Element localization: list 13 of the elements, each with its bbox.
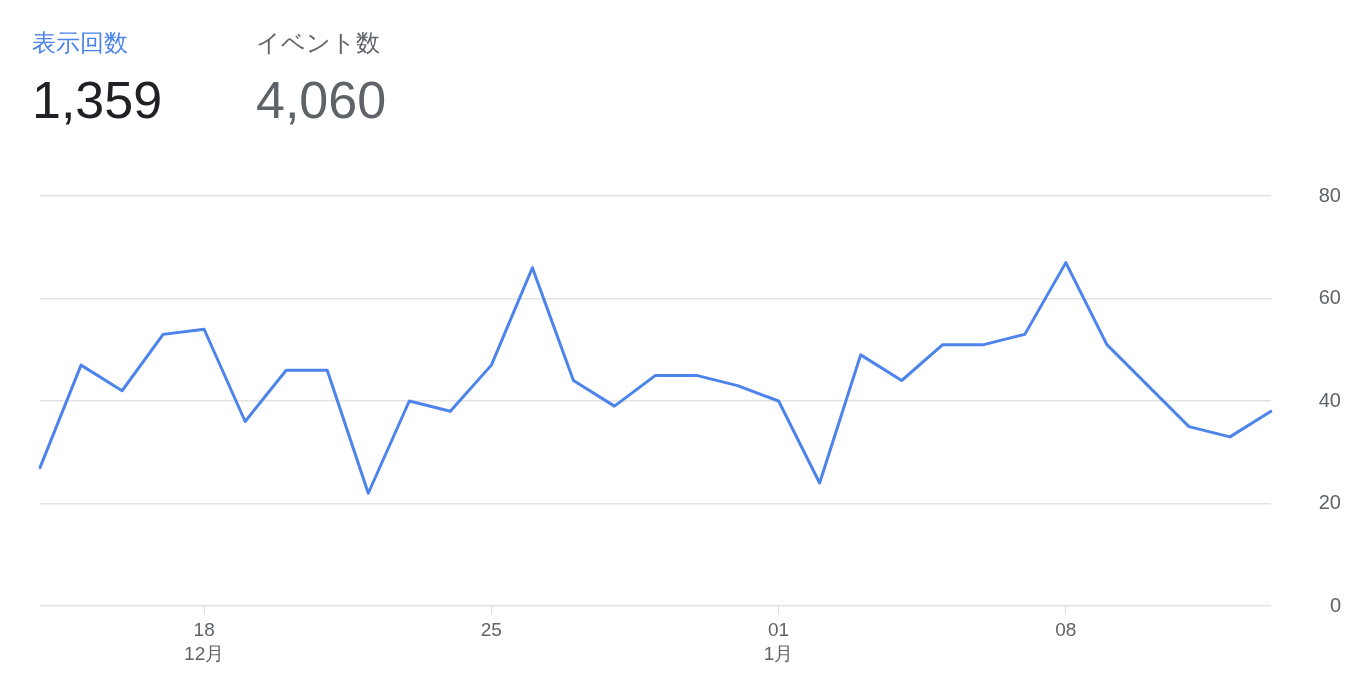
- x-tick-label: 08: [1055, 618, 1077, 640]
- text: 4,060: [256, 71, 387, 129]
- text: 表示回数: [32, 29, 128, 56]
- text: 1,359: [32, 71, 163, 129]
- y-tick-label: 40: [1318, 388, 1341, 411]
- y-tick-label: 60: [1318, 286, 1341, 309]
- y-tick-label: 20: [1318, 491, 1341, 514]
- x-tick-label: 25: [480, 618, 502, 640]
- y-tick-label: 80: [1318, 183, 1341, 206]
- text: イベント数: [256, 28, 380, 58]
- x-tick-label: 18 12月: [184, 618, 225, 665]
- x-tick-label: 01 1月: [763, 618, 794, 665]
- y-tick-label: 0: [1329, 593, 1341, 616]
